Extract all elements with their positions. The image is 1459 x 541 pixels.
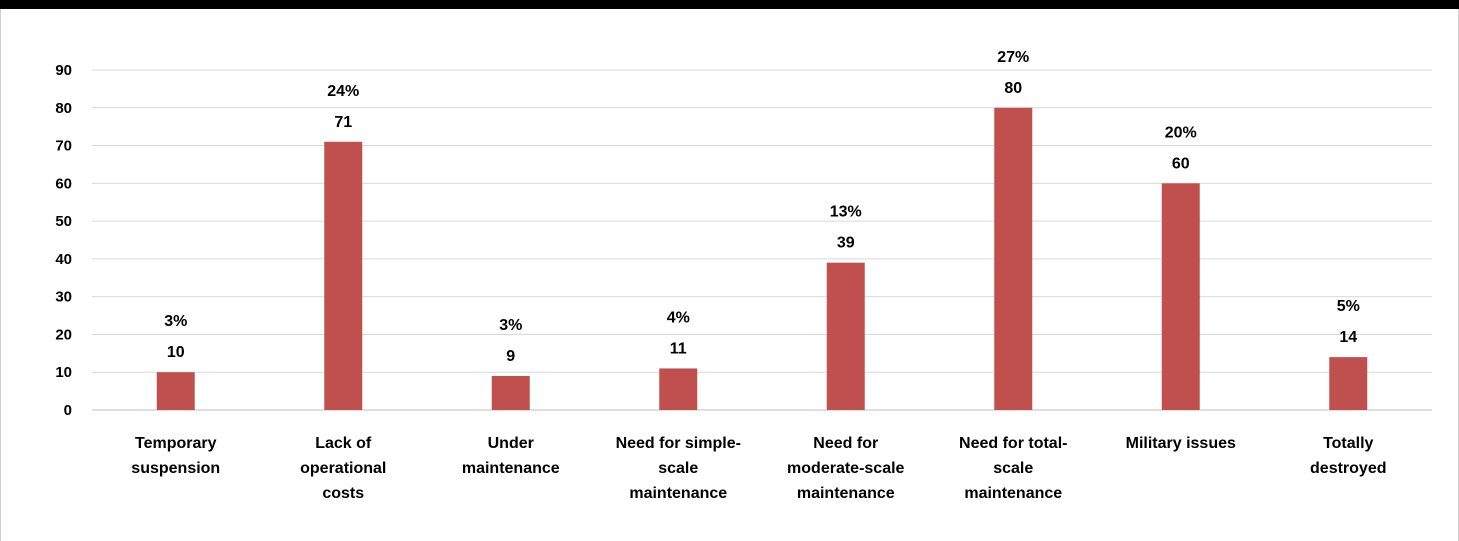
- y-tick-label: 0: [64, 402, 72, 419]
- x-category-label: scale: [993, 460, 1033, 477]
- bars: [156, 107, 1368, 411]
- bar: [1329, 357, 1368, 410]
- x-category-label: moderate-scale: [787, 460, 904, 477]
- x-category-label: scale: [658, 460, 698, 477]
- data-label-value: 14: [1339, 329, 1357, 346]
- data-label-percent: 20%: [1165, 124, 1197, 141]
- y-axis: 0 10 20 30 40 50 60 70 80 90: [55, 62, 72, 419]
- x-category-label: Totally: [1323, 435, 1373, 452]
- x-category-label: Military issues: [1126, 435, 1236, 452]
- bar: [826, 262, 865, 410]
- y-tick-label: 20: [55, 326, 72, 343]
- data-labels: 10 3% 71 24% 9 3% 11 4% 39 13% 80 27% 60 20% 14 5%: [164, 49, 1360, 365]
- bar: [491, 376, 530, 410]
- data-label-percent: 3%: [499, 317, 522, 334]
- bar: [659, 368, 698, 410]
- x-category-label: Need for simple-: [616, 435, 741, 452]
- x-category-label: costs: [322, 485, 364, 502]
- x-category-label: Under: [488, 435, 534, 452]
- x-category-label: Need for: [813, 435, 878, 452]
- x-category-label: Need for total-: [959, 435, 1067, 452]
- x-category-label: Lack of: [315, 435, 372, 452]
- data-label-value: 39: [837, 235, 855, 252]
- x-axis: Temporary suspension Lack of operational cos…: [131, 435, 1386, 502]
- bar: [994, 107, 1033, 411]
- bar: [156, 372, 195, 410]
- data-label-value: 10: [167, 344, 185, 361]
- y-tick-label: 90: [55, 62, 72, 79]
- y-tick-label: 50: [55, 213, 72, 230]
- y-tick-label: 40: [55, 251, 72, 268]
- x-category-label: maintenance: [629, 485, 727, 502]
- data-label-percent: 27%: [997, 49, 1029, 66]
- data-label-percent: 5%: [1337, 298, 1360, 315]
- y-tick-label: 30: [55, 289, 72, 306]
- y-tick-label: 70: [55, 138, 72, 155]
- data-label-value: 9: [506, 348, 515, 365]
- y-tick-label: 80: [55, 100, 72, 117]
- data-label-value: 71: [334, 114, 352, 131]
- top-border: [0, 0, 1459, 9]
- x-category-label: operational: [300, 460, 386, 477]
- y-tick-label: 60: [55, 175, 72, 192]
- chart-frame: [0, 9, 1459, 541]
- x-category-label: destroyed: [1310, 460, 1386, 477]
- x-category-label: maintenance: [462, 460, 560, 477]
- data-label-value: 80: [1004, 80, 1022, 97]
- gridlines: [92, 69, 1432, 411]
- bar: [1161, 183, 1200, 410]
- data-label-percent: 13%: [830, 204, 862, 221]
- x-category-label: Temporary: [135, 435, 217, 452]
- data-label-percent: 4%: [667, 309, 690, 326]
- data-label-value: 11: [670, 340, 687, 357]
- x-category-label: suspension: [131, 460, 220, 477]
- data-label-percent: 24%: [327, 83, 359, 100]
- data-label-value: 60: [1172, 155, 1190, 172]
- x-category-label: maintenance: [797, 485, 895, 502]
- bar: [324, 141, 363, 410]
- x-category-label: maintenance: [964, 485, 1062, 502]
- data-label-percent: 3%: [164, 313, 187, 330]
- y-tick-label: 10: [55, 364, 72, 381]
